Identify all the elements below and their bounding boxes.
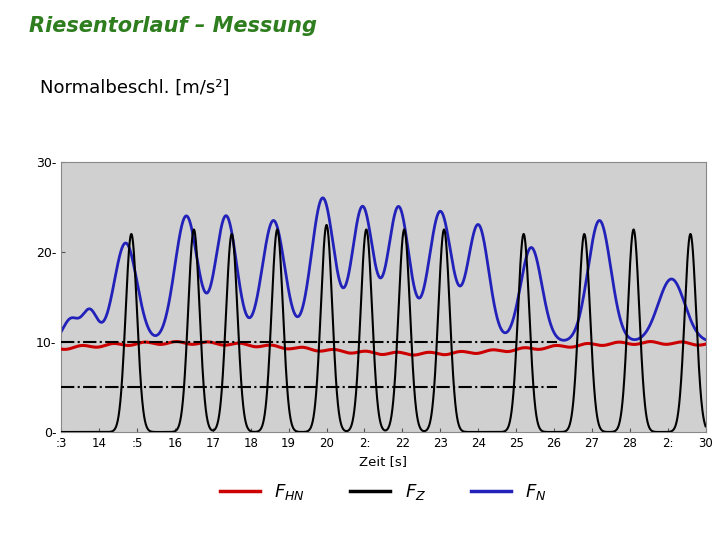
X-axis label: Zeit [s]: Zeit [s]	[359, 455, 408, 468]
Legend: $\mathit{F}_{HN}$, $\mathit{F}_{Z}$, $\mathit{F}_{N}$: $\mathit{F}_{HN}$, $\mathit{F}_{Z}$, $\m…	[213, 475, 554, 509]
Text: Normalbeschl. [m/s²]: Normalbeschl. [m/s²]	[40, 78, 229, 96]
Text: Riesentorlauf – Messung: Riesentorlauf – Messung	[29, 16, 317, 36]
